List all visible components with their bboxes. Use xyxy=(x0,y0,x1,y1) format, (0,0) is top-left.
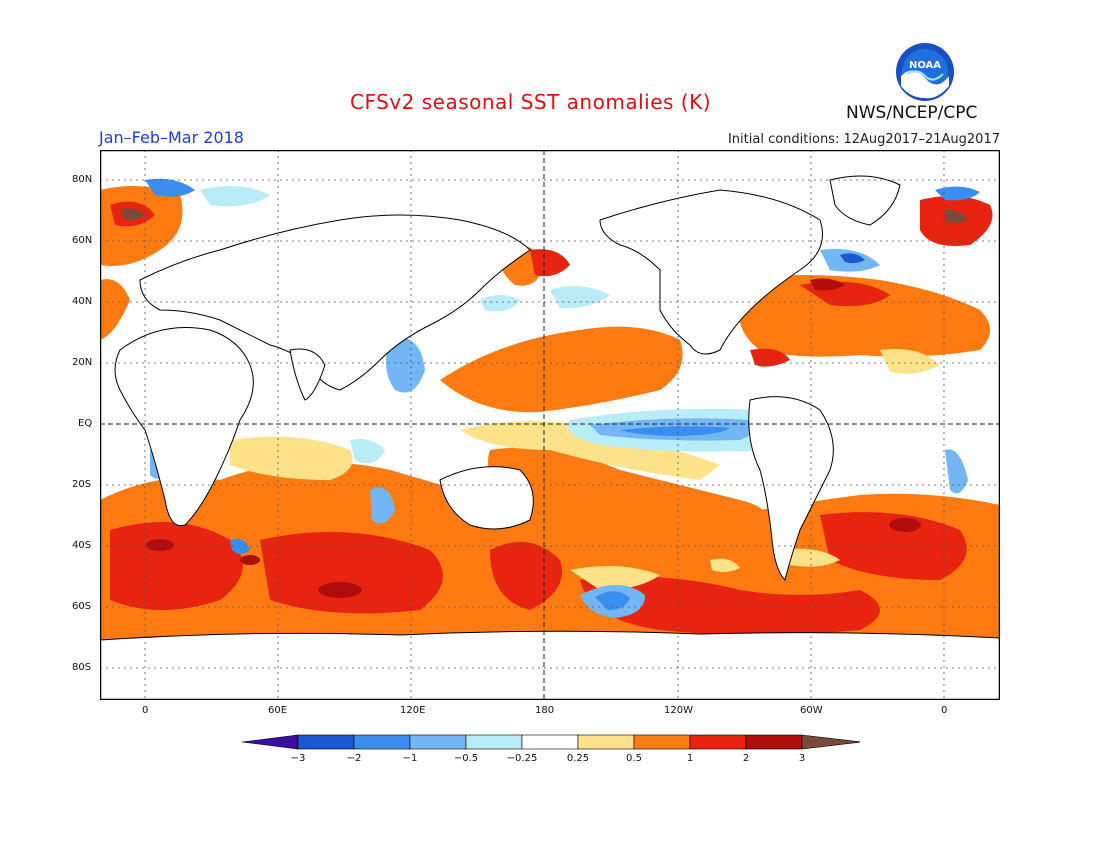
legend-threshold-label: 0.5 xyxy=(626,753,642,764)
legend-threshold-label: 3 xyxy=(799,753,805,764)
lat-tick-label: EQ xyxy=(78,418,93,429)
legend-swatch xyxy=(521,734,579,750)
legend-swatch xyxy=(409,734,467,750)
lon-tick-label: 120E xyxy=(400,705,426,716)
legend-threshold-label: 0.25 xyxy=(567,753,589,764)
legend-swatch xyxy=(745,734,803,750)
legend-threshold-label: −2 xyxy=(347,753,362,764)
legend-under-triangle xyxy=(241,734,299,750)
legend-swatch xyxy=(465,734,523,750)
graticule xyxy=(100,150,1000,700)
map-title: CFSv2 seasonal SST anomalies (K) xyxy=(350,90,711,114)
lon-tick-label: 0 xyxy=(142,705,149,716)
period-label: Jan–Feb–Mar 2018 xyxy=(99,128,244,147)
legend-swatch xyxy=(297,734,355,750)
sst-anomaly-map xyxy=(100,150,1000,700)
legend-swatch xyxy=(353,734,411,750)
lon-tick-label: 180 xyxy=(535,705,555,716)
agency-label: NWS/NCEP/CPC xyxy=(846,103,978,123)
lat-tick-label: 40N xyxy=(72,296,93,307)
legend-threshold-label: −3 xyxy=(291,753,306,764)
lon-tick-label: 120W xyxy=(664,705,693,716)
noaa-logo: NOAA xyxy=(896,43,954,101)
lat-tick-label: 60N xyxy=(72,235,93,246)
legend-threshold-label: −1 xyxy=(403,753,418,764)
equator-dateline xyxy=(100,150,1000,700)
noaa-logo-text: NOAA xyxy=(909,60,941,71)
lat-tick-label: 40S xyxy=(72,540,92,551)
lon-tick-label: 0 xyxy=(941,705,948,716)
legend-threshold-label: 1 xyxy=(687,753,693,764)
legend-threshold-label: 2 xyxy=(743,753,749,764)
continents xyxy=(100,175,1000,700)
initial-conditions-label: Initial conditions: 12Aug2017–21Aug2017 xyxy=(727,132,1000,147)
lon-tick-label: 60E xyxy=(268,705,288,716)
lat-tick-label: 20S xyxy=(72,479,92,490)
legend-swatch xyxy=(633,734,691,750)
lat-tick-label: 80N xyxy=(72,174,93,185)
legend-over-triangle xyxy=(801,734,860,750)
legend-swatch xyxy=(577,734,635,750)
lon-tick-label: 60W xyxy=(800,705,823,716)
lat-tick-label: 60S xyxy=(72,601,92,612)
lat-tick-label: 20N xyxy=(72,357,93,368)
legend-threshold-label: −0.5 xyxy=(454,753,478,764)
color-scale-legend: −3 −2 −1 −0.5 −0.25 0.25 0.5 1 2 3 xyxy=(241,734,860,764)
legend-swatch xyxy=(689,734,747,750)
legend-threshold-label: −0.25 xyxy=(507,753,538,764)
lat-tick-label: 80S xyxy=(72,662,92,673)
